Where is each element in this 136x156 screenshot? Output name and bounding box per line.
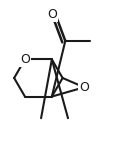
Text: O: O bbox=[79, 81, 89, 94]
Text: O: O bbox=[20, 53, 30, 66]
Text: O: O bbox=[47, 8, 57, 21]
